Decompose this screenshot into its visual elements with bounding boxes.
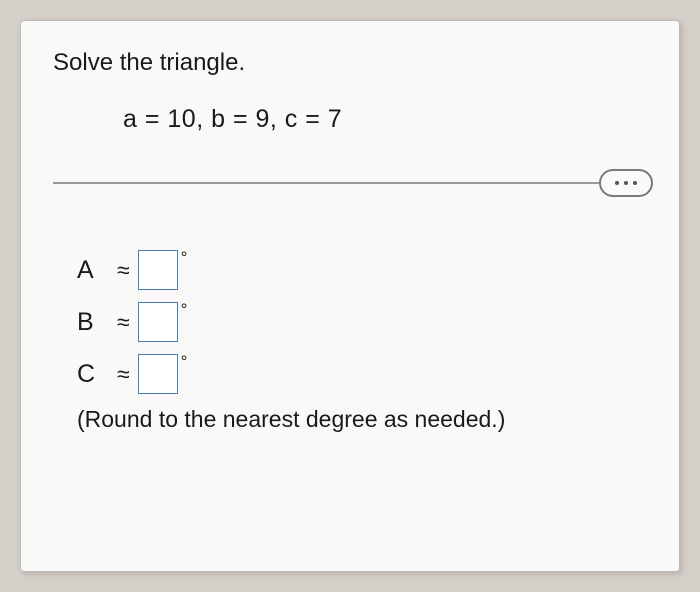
answer-row-c: C ≈ °: [77, 354, 647, 394]
given-values: a = 10, b = 9, c = 7: [123, 105, 647, 134]
input-angle-b[interactable]: [138, 302, 178, 342]
input-angle-c[interactable]: [138, 354, 178, 394]
problem-card: Solve the triangle. a = 10, b = 9, c = 7…: [20, 20, 680, 572]
approx-symbol: ≈: [117, 361, 130, 388]
divider-line: [53, 182, 647, 184]
answer-row-b: B ≈ °: [77, 302, 647, 342]
degree-unit: °: [181, 248, 188, 268]
answers-block: A ≈ ° B ≈ ° C ≈ °: [77, 250, 647, 394]
prompt-text: Solve the triangle.: [53, 49, 647, 77]
degree-unit: °: [181, 300, 188, 320]
approx-symbol: ≈: [117, 309, 130, 336]
ellipsis-icon: [624, 181, 628, 185]
approx-symbol: ≈: [117, 257, 130, 284]
label-c: C: [77, 360, 117, 389]
answer-row-a: A ≈ °: [77, 250, 647, 290]
label-a: A: [77, 256, 117, 285]
input-angle-a[interactable]: [138, 250, 178, 290]
ellipsis-icon: [633, 181, 637, 185]
rounding-hint: (Round to the nearest degree as needed.): [77, 406, 647, 433]
degree-unit: °: [181, 352, 188, 372]
more-button[interactable]: [599, 169, 653, 197]
ellipsis-icon: [615, 181, 619, 185]
divider-wrap: [53, 182, 647, 186]
label-b: B: [77, 308, 117, 337]
